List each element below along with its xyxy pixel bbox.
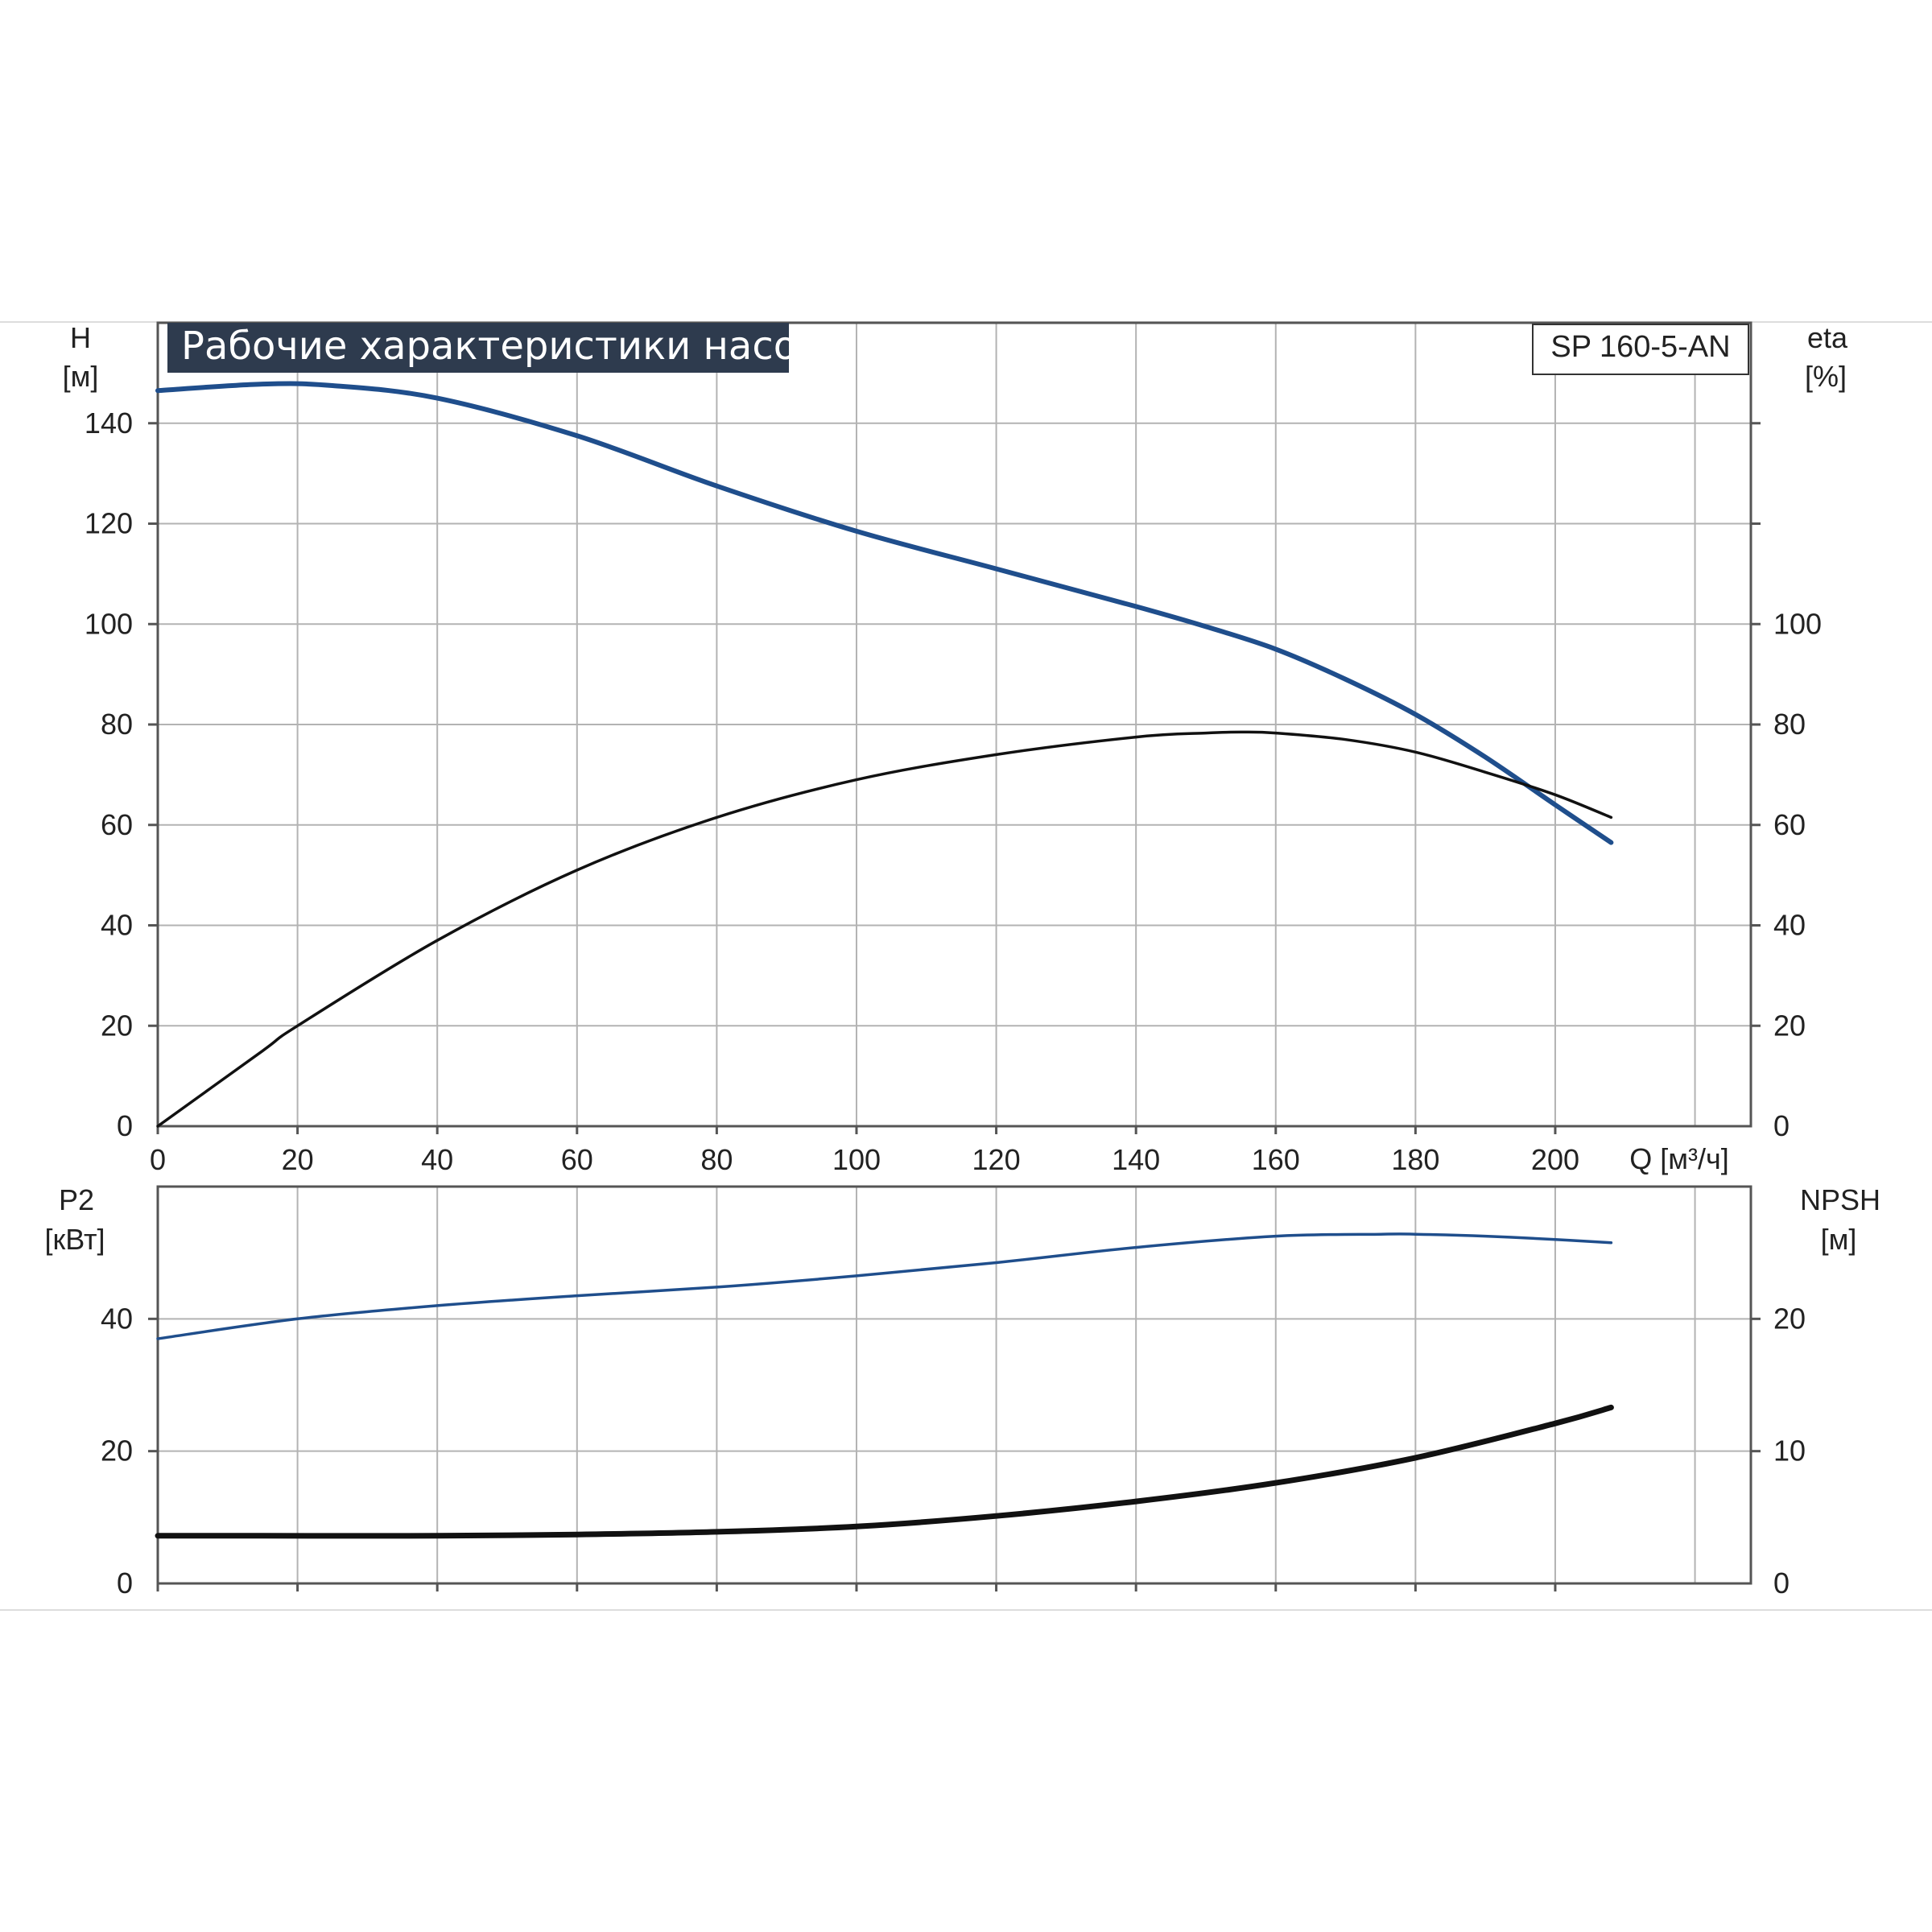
head-axis-unit: [м] <box>63 360 99 393</box>
eta-axis-unit: [%] <box>1805 360 1847 393</box>
bottom-left-tick-label: 40 <box>101 1302 133 1335</box>
top-grid <box>158 323 1751 1126</box>
top-right-tick-label: 40 <box>1773 909 1806 942</box>
top-right-tick-label: 0 <box>1773 1109 1790 1142</box>
npsh-axis-label: NPSH <box>1800 1183 1880 1216</box>
x-tick-label: 100 <box>832 1143 881 1176</box>
x-tick-label: 140 <box>1112 1143 1160 1176</box>
chart-title: Рабочие характеристики насоса <box>181 324 842 369</box>
x-tick-label: 0 <box>150 1143 166 1176</box>
bottom-right-tick-label: 20 <box>1773 1302 1806 1335</box>
x-tick-label: 200 <box>1531 1143 1579 1176</box>
eta-axis-label: eta <box>1807 321 1848 354</box>
x-tick-label: 120 <box>972 1143 1021 1176</box>
top-left-tick-label: 140 <box>85 407 133 440</box>
bottom-left-tick-label: 20 <box>101 1435 133 1468</box>
top-right-tick-label: 100 <box>1773 607 1822 640</box>
top-left-tick-label: 120 <box>85 507 133 540</box>
x-tick-label: 40 <box>421 1143 453 1176</box>
title-box <box>167 323 789 373</box>
top-left-tick-label: 80 <box>101 708 133 741</box>
top-series-line-0 <box>155 381 1614 845</box>
model-label-box <box>1532 324 1749 375</box>
top-left-tick-label: 40 <box>101 909 133 942</box>
top-left-tick-label: 20 <box>101 1009 133 1042</box>
x-tick-label: 80 <box>700 1143 733 1176</box>
bottom-right-tick-label: 0 <box>1773 1567 1790 1600</box>
bottom-series-line-0 <box>156 1232 1613 1340</box>
bottom-series-line-1 <box>155 1404 1614 1539</box>
power-axis-unit: [кВт] <box>44 1223 105 1256</box>
top-right-tick-label: 80 <box>1773 708 1806 741</box>
top-right-tick-label: 20 <box>1773 1009 1806 1042</box>
power-axis-label: P2 <box>59 1183 94 1216</box>
bottom-grid <box>158 1187 1751 1583</box>
flow-axis-label: Q [м³/ч] <box>1629 1142 1729 1175</box>
top-left-tick-label: 60 <box>101 808 133 841</box>
series-layer <box>155 381 1614 1539</box>
bottom-left-tick-label: 0 <box>117 1567 133 1600</box>
head-axis-label: H <box>70 321 91 354</box>
bottom-plot-frame <box>156 1185 1752 1585</box>
x-tick-label: 160 <box>1252 1143 1300 1176</box>
axis-ticks <box>148 422 1761 1591</box>
x-tick-label: 180 <box>1391 1143 1439 1176</box>
top-left-tick-label: 100 <box>85 607 133 640</box>
top-right-tick-label: 60 <box>1773 808 1806 841</box>
model-label: SP 160-5-AN <box>1550 330 1730 364</box>
bottom-right-tick-label: 10 <box>1773 1435 1806 1468</box>
top-left-tick-label: 0 <box>117 1109 133 1142</box>
top-series-line-1 <box>156 730 1613 1128</box>
npsh-axis-unit: [м] <box>1821 1223 1857 1256</box>
x-tick-label: 60 <box>561 1143 593 1176</box>
x-tick-label: 20 <box>282 1143 314 1176</box>
